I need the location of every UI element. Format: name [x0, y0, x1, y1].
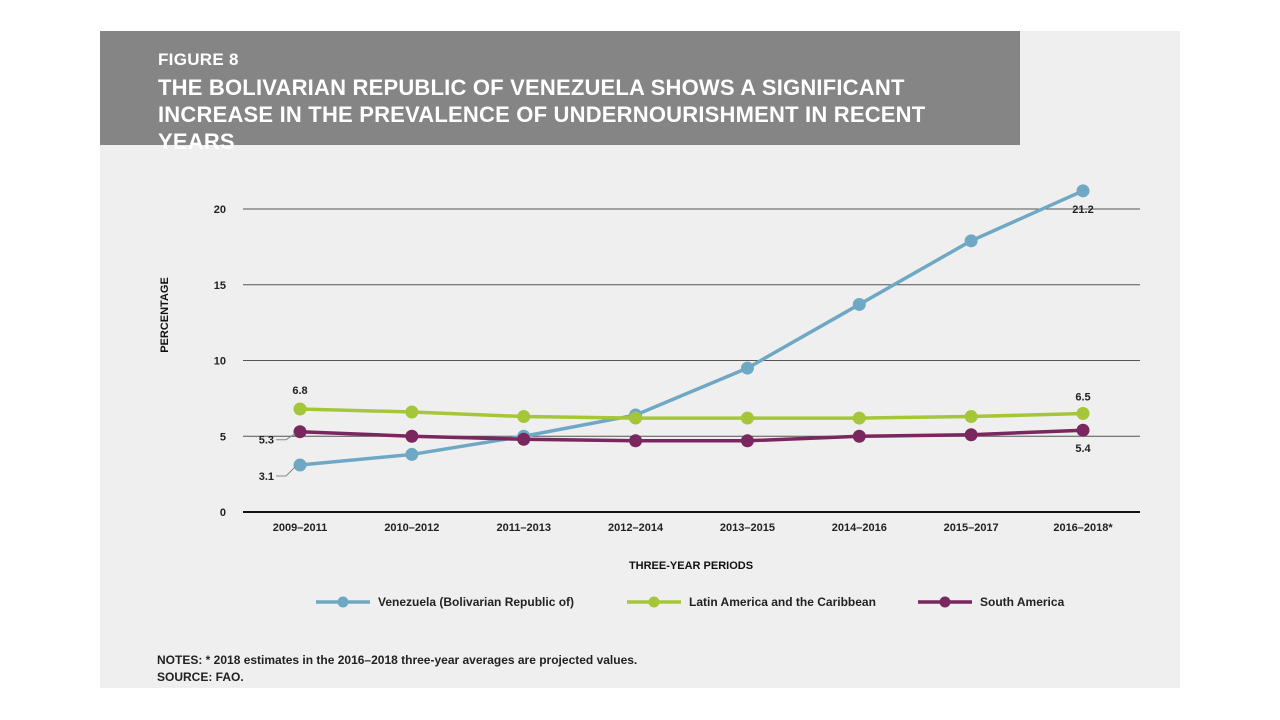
- data-label: 3.1: [259, 471, 274, 483]
- data-point: [740, 434, 754, 448]
- data-point: [293, 402, 307, 416]
- data-point: [629, 434, 643, 448]
- legend-label: South America: [980, 595, 1065, 609]
- series-line: [299, 189, 1084, 467]
- grid-lines: [243, 208, 1140, 513]
- data-point: [293, 458, 307, 472]
- data-point: [517, 410, 531, 424]
- x-tick-label: 2016–2018*: [1053, 522, 1113, 534]
- data-point: [405, 429, 419, 443]
- x-axis-ticks: 2009–2011 2010–2012 2011–2013 2012–2014 2013…: [273, 522, 1114, 534]
- legend-swatch-marker: [648, 596, 660, 608]
- data-point: [405, 447, 419, 461]
- data-point: [740, 361, 754, 375]
- data-point: [517, 432, 531, 446]
- y-axis-ticks: 0 5 10 15 20: [214, 204, 226, 519]
- series-line: [299, 407, 1084, 420]
- annotation-leader: [276, 466, 296, 477]
- data-label: 6.8: [292, 385, 307, 397]
- data-point: [1076, 184, 1090, 198]
- data-point: [852, 429, 866, 443]
- legend-swatch-marker: [337, 596, 349, 608]
- data-annotations: 6.8 6.5 5.3 5.4 3.1 21.2: [259, 204, 1094, 483]
- x-tick-label: 2012–2014: [608, 522, 664, 534]
- legend-swatch-marker: [939, 596, 951, 608]
- x-tick-label: 2010–2012: [384, 522, 439, 534]
- data-point: [1076, 407, 1090, 421]
- data-label: 5.4: [1075, 443, 1091, 455]
- data-label: 5.3: [259, 435, 274, 447]
- notes-line: NOTES: * 2018 estimates in the 2016–2018…: [157, 653, 638, 667]
- series-line: [299, 428, 1084, 443]
- data-point: [293, 425, 307, 439]
- legend-label: Venezuela (Bolivarian Republic of): [378, 595, 574, 609]
- data-label: 21.2: [1072, 204, 1093, 216]
- figure-notes: NOTES: * 2018 estimates in the 2016–2018…: [157, 652, 637, 686]
- annotation-leader: [276, 433, 296, 441]
- x-tick-label: 2014–2016: [832, 522, 887, 534]
- y-axis-title: PERCENTAGE: [159, 277, 171, 353]
- data-point: [964, 410, 978, 424]
- legend-label: Latin America and the Caribbean: [689, 595, 876, 609]
- figure-label: FIGURE 8: [158, 50, 239, 69]
- data-point: [629, 411, 643, 425]
- x-tick-label: 2013–2015: [720, 522, 775, 534]
- figure-title: THE BOLIVARIAN REPUBLIC OF VENEZUELA SHO…: [158, 75, 926, 154]
- data-point: [852, 297, 866, 311]
- x-tick-label: 2009–2011: [273, 522, 327, 534]
- data-point: [1076, 423, 1090, 437]
- y-tick-label: 0: [220, 507, 226, 519]
- y-tick-label: 15: [214, 280, 226, 292]
- legend: Venezuela (Bolivarian Republic of) Latin …: [316, 595, 1065, 609]
- figure-header: FIGURE 8 THE BOLIVARIAN REPUBLIC OF VENE…: [100, 31, 1020, 154]
- data-point: [964, 428, 978, 442]
- data-point: [852, 411, 866, 425]
- data-point: [740, 411, 754, 425]
- data-point: [964, 234, 978, 248]
- series-lines: [293, 184, 1090, 472]
- y-tick-label: 20: [214, 204, 226, 216]
- data-label: 6.5: [1075, 392, 1090, 404]
- x-tick-label: 2015–2017: [944, 522, 999, 534]
- source-line: SOURCE: FAO.: [157, 670, 244, 684]
- x-tick-label: 2011–2013: [496, 522, 550, 534]
- y-tick-label: 5: [220, 431, 226, 443]
- x-axis-title: THREE-YEAR PERIODS: [629, 560, 753, 572]
- data-point: [405, 405, 419, 419]
- y-tick-label: 10: [214, 356, 226, 368]
